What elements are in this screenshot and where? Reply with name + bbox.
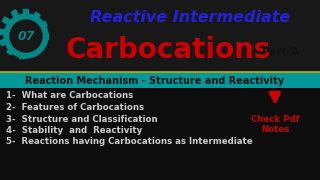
Circle shape (4, 14, 48, 58)
Text: 1-  What are Carbocations: 1- What are Carbocations (6, 91, 133, 100)
Text: Carbocations: Carbocations (65, 36, 271, 64)
Bar (29, 50, 36, 57)
Bar (0, 39, 7, 46)
FancyBboxPatch shape (0, 72, 320, 88)
Bar (11, 10, 18, 17)
FancyBboxPatch shape (0, 0, 320, 72)
Bar (7, 48, 14, 55)
Bar (23, 9, 28, 14)
Bar (33, 12, 40, 19)
Text: Part-A: Part-A (261, 47, 299, 57)
Text: Reactive Intermediate: Reactive Intermediate (90, 10, 290, 26)
Text: 07: 07 (17, 30, 35, 42)
Text: Notes: Notes (261, 125, 289, 134)
Text: Reaction Mechanism - Structure and Reactivity: Reaction Mechanism - Structure and React… (25, 76, 284, 86)
Bar (40, 21, 47, 28)
Bar (0, 28, 4, 33)
Text: 4-  Stability  and  Reactivity: 4- Stability and Reactivity (6, 126, 142, 135)
Bar (2, 17, 9, 24)
Bar (38, 43, 45, 50)
Text: 5-  Reactions having Carbocations as Intermediate: 5- Reactions having Carbocations as Inte… (6, 138, 252, 147)
Text: 2-  Features of Carbocations: 2- Features of Carbocations (6, 103, 144, 112)
Text: 3-  Structure and Classification: 3- Structure and Classification (6, 114, 158, 123)
Bar (43, 33, 48, 39)
Text: Check Pdf: Check Pdf (251, 116, 299, 125)
Circle shape (10, 20, 42, 52)
Bar (19, 53, 23, 58)
